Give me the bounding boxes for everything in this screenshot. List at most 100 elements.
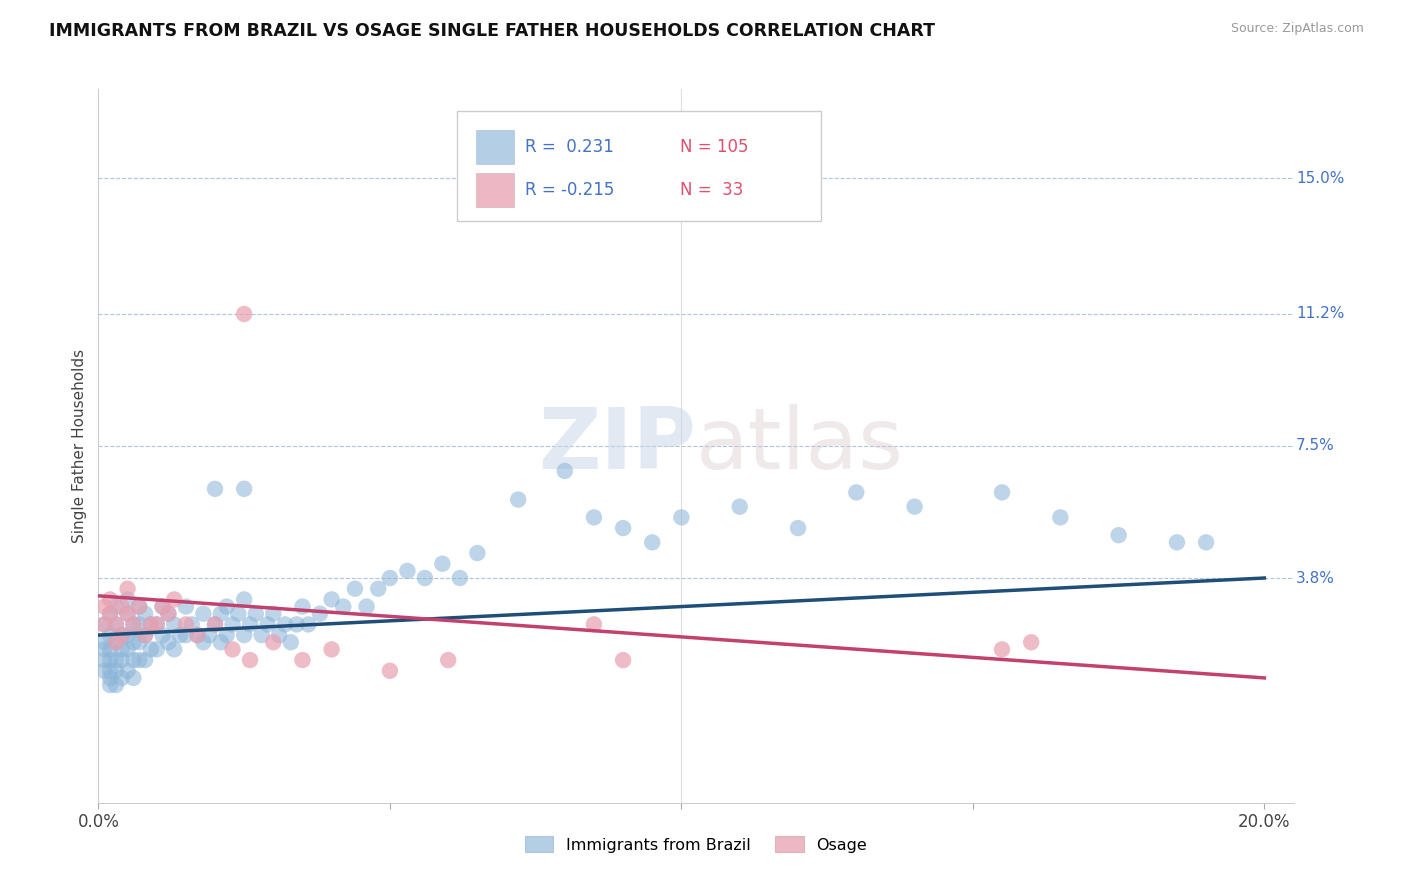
Point (117, 664, 139, 678)
Point (193, 635, 215, 649)
Point (93, 617, 115, 632)
Point (98, 628, 121, 642)
Point (612, 653, 634, 667)
Point (437, 653, 460, 667)
Point (128, 599, 150, 614)
Point (111, 653, 134, 667)
Point (262, 635, 284, 649)
Point (174, 599, 197, 614)
Text: atlas: atlas (696, 404, 904, 488)
Point (204, 617, 226, 632)
Point (367, 582, 389, 596)
Point (186, 628, 208, 642)
Point (467, 546, 489, 560)
Point (845, 485, 868, 500)
Point (728, 500, 751, 514)
Point (93, 653, 115, 667)
Point (903, 500, 925, 514)
Point (117, 582, 139, 596)
Point (163, 617, 186, 632)
FancyBboxPatch shape (477, 130, 515, 164)
Text: R = -0.215: R = -0.215 (524, 181, 614, 199)
Point (104, 617, 127, 632)
Point (432, 557, 454, 571)
Point (145, 617, 167, 632)
Text: N =  33: N = 33 (681, 181, 744, 199)
Text: 11.2%: 11.2% (1296, 307, 1344, 321)
Point (309, 607, 332, 621)
Point (104, 635, 127, 649)
Point (139, 642, 162, 657)
Point (174, 628, 197, 642)
Text: Source: ZipAtlas.com: Source: ZipAtlas.com (1230, 22, 1364, 36)
Point (98, 664, 121, 678)
Point (413, 571, 436, 585)
Point (991, 485, 1014, 500)
Point (221, 642, 243, 657)
Point (93, 599, 115, 614)
Point (180, 617, 202, 632)
Point (163, 592, 186, 607)
Point (157, 607, 180, 621)
Text: N = 105: N = 105 (681, 138, 749, 156)
Point (152, 599, 174, 614)
Point (991, 642, 1014, 657)
Point (1195, 535, 1218, 549)
Point (297, 617, 319, 632)
Point (117, 592, 139, 607)
Point (233, 482, 256, 496)
Point (104, 664, 127, 678)
Point (117, 607, 139, 621)
Text: R =  0.231: R = 0.231 (524, 138, 614, 156)
Point (104, 678, 127, 692)
Point (122, 635, 145, 649)
Point (104, 653, 127, 667)
Point (128, 635, 150, 649)
Point (98, 671, 121, 685)
Y-axis label: Single Father Households: Single Father Households (72, 349, 87, 543)
Point (98, 642, 121, 657)
Point (378, 664, 401, 678)
Point (98, 653, 121, 667)
Point (93, 664, 115, 678)
Point (582, 510, 605, 524)
Point (134, 628, 156, 642)
Point (204, 617, 226, 632)
Point (104, 617, 127, 632)
Point (174, 617, 197, 632)
Point (269, 628, 291, 642)
Point (1019, 635, 1042, 649)
Point (356, 599, 378, 614)
Point (198, 628, 221, 642)
Point (98, 678, 121, 692)
Point (215, 628, 238, 642)
Point (262, 607, 284, 621)
Point (111, 642, 134, 657)
Point (582, 617, 605, 632)
Point (612, 521, 634, 535)
Point (1166, 535, 1188, 549)
FancyBboxPatch shape (457, 111, 821, 221)
Point (186, 628, 208, 642)
Point (280, 635, 302, 649)
Point (145, 617, 167, 632)
Point (134, 653, 156, 667)
Point (122, 617, 145, 632)
Point (671, 510, 693, 524)
Point (193, 607, 215, 621)
Point (117, 628, 139, 642)
Point (209, 607, 232, 621)
Point (250, 628, 273, 642)
Point (152, 599, 174, 614)
Point (98, 607, 121, 621)
Text: ZIP: ZIP (538, 404, 696, 488)
Point (332, 599, 354, 614)
Point (221, 617, 243, 632)
Point (98, 607, 121, 621)
Point (152, 628, 174, 642)
Point (204, 482, 226, 496)
Point (274, 617, 297, 632)
Point (291, 653, 314, 667)
Point (378, 571, 401, 585)
Point (256, 617, 278, 632)
